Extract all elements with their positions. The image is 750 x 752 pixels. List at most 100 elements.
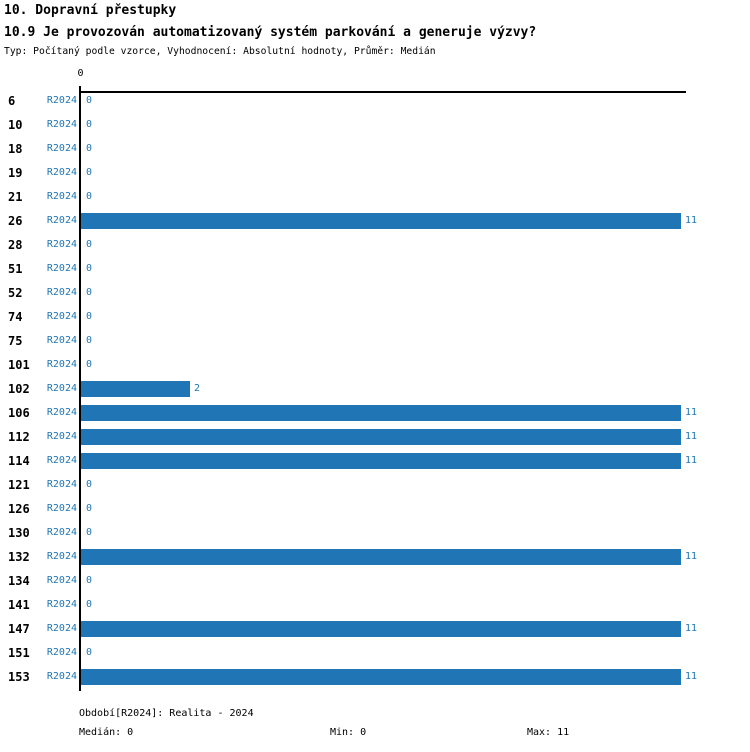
chart-row: 153 R2024 11 [0,665,750,689]
bar [81,429,681,445]
category-label: 51 [8,262,23,276]
chart-row: 75 R2024 0 [0,329,750,353]
series-label: R2024 [46,455,77,466]
value-label: 11 [685,551,698,562]
bar [81,405,681,421]
chart-row: 126 R2024 0 [0,497,750,521]
chart-row: 102 R2024 2 [0,377,750,401]
series-label: R2024 [46,647,77,658]
chart-row: 74 R2024 0 [0,305,750,329]
category-label: 18 [8,142,23,156]
chart-row: 132 R2024 11 [0,545,750,569]
category-label: 52 [8,286,23,300]
series-label: R2024 [46,527,77,538]
value-label: 11 [685,671,698,682]
category-label: 126 [8,502,30,516]
series-label: R2024 [46,575,77,586]
series-label: R2024 [46,263,77,274]
category-label: 19 [8,166,23,180]
series-label: R2024 [46,431,77,442]
category-label: 28 [8,238,23,252]
chart-row: 151 R2024 0 [0,641,750,665]
chart-row: 106 R2024 11 [0,401,750,425]
value-label: 0 [86,239,93,250]
value-label: 11 [685,455,698,466]
chart-row: 28 R2024 0 [0,233,750,257]
series-label: R2024 [46,95,77,106]
value-label: 0 [86,263,93,274]
value-label: 11 [685,623,698,634]
series-label: R2024 [46,407,77,418]
chart-row: 10 R2024 0 [0,113,750,137]
value-label: 2 [194,383,201,394]
chart-row: 18 R2024 0 [0,137,750,161]
series-label: R2024 [46,119,77,130]
value-label: 0 [86,287,93,298]
series-label: R2024 [46,383,77,394]
chart-row: 101 R2024 0 [0,353,750,377]
category-label: 147 [8,622,30,636]
bar [81,549,681,565]
value-label: 0 [86,95,93,106]
page-title: 10. Dopravní přestupky [4,3,177,18]
category-label: 153 [8,670,30,684]
value-label: 0 [86,527,93,538]
value-label: 0 [86,191,93,202]
category-label: 6 [8,94,16,108]
bar [81,621,681,637]
value-label: 0 [86,647,93,658]
category-label: 121 [8,478,30,492]
x-axis-tick-label: 0 [77,68,84,79]
chart-row: 121 R2024 0 [0,473,750,497]
chart-row: 26 R2024 11 [0,209,750,233]
category-label: 10 [8,118,23,132]
value-label: 0 [86,359,93,370]
value-label: 11 [685,407,698,418]
category-label: 26 [8,214,23,228]
chart-row: 147 R2024 11 [0,617,750,641]
chart-row: 112 R2024 11 [0,425,750,449]
value-label: 11 [685,431,698,442]
x-axis-line [79,91,686,93]
series-label: R2024 [46,215,77,226]
chart-row: 51 R2024 0 [0,257,750,281]
question-title: 10.9 Je provozován automatizovaný systém… [4,25,537,40]
value-label: 11 [685,215,698,226]
series-label: R2024 [46,623,77,634]
category-label: 101 [8,358,30,372]
category-label: 112 [8,430,30,444]
series-label: R2024 [46,479,77,490]
category-label: 114 [8,454,30,468]
value-label: 0 [86,503,93,514]
category-label: 102 [8,382,30,396]
series-label: R2024 [46,503,77,514]
bar [81,453,681,469]
chart-meta-line: Typ: Počítaný podle vzorce, Vyhodnocení:… [4,46,436,57]
value-label: 0 [86,119,93,130]
series-label: R2024 [46,551,77,562]
category-label: 134 [8,574,30,588]
category-label: 132 [8,550,30,564]
bar-chart: 0 6 R2024 0 10 R2024 0 18 R2024 0 19 R2024 0 21 R2024… [0,60,750,695]
value-label: 0 [86,311,93,322]
category-label: 141 [8,598,30,612]
chart-row: 134 R2024 0 [0,569,750,593]
value-label: 0 [86,143,93,154]
series-label: R2024 [46,239,77,250]
series-label: R2024 [46,311,77,322]
value-label: 0 [86,167,93,178]
series-label: R2024 [46,191,77,202]
value-label: 0 [86,575,93,586]
category-label: 106 [8,406,30,420]
chart-row: 52 R2024 0 [0,281,750,305]
series-label: R2024 [46,359,77,370]
chart-row: 114 R2024 11 [0,449,750,473]
chart-row: 6 R2024 0 [0,89,750,113]
series-label: R2024 [46,335,77,346]
value-label: 0 [86,599,93,610]
bar [81,213,681,229]
stat-max: Max: 11 [527,727,570,738]
category-label: 75 [8,334,23,348]
y-axis-line [79,86,81,691]
